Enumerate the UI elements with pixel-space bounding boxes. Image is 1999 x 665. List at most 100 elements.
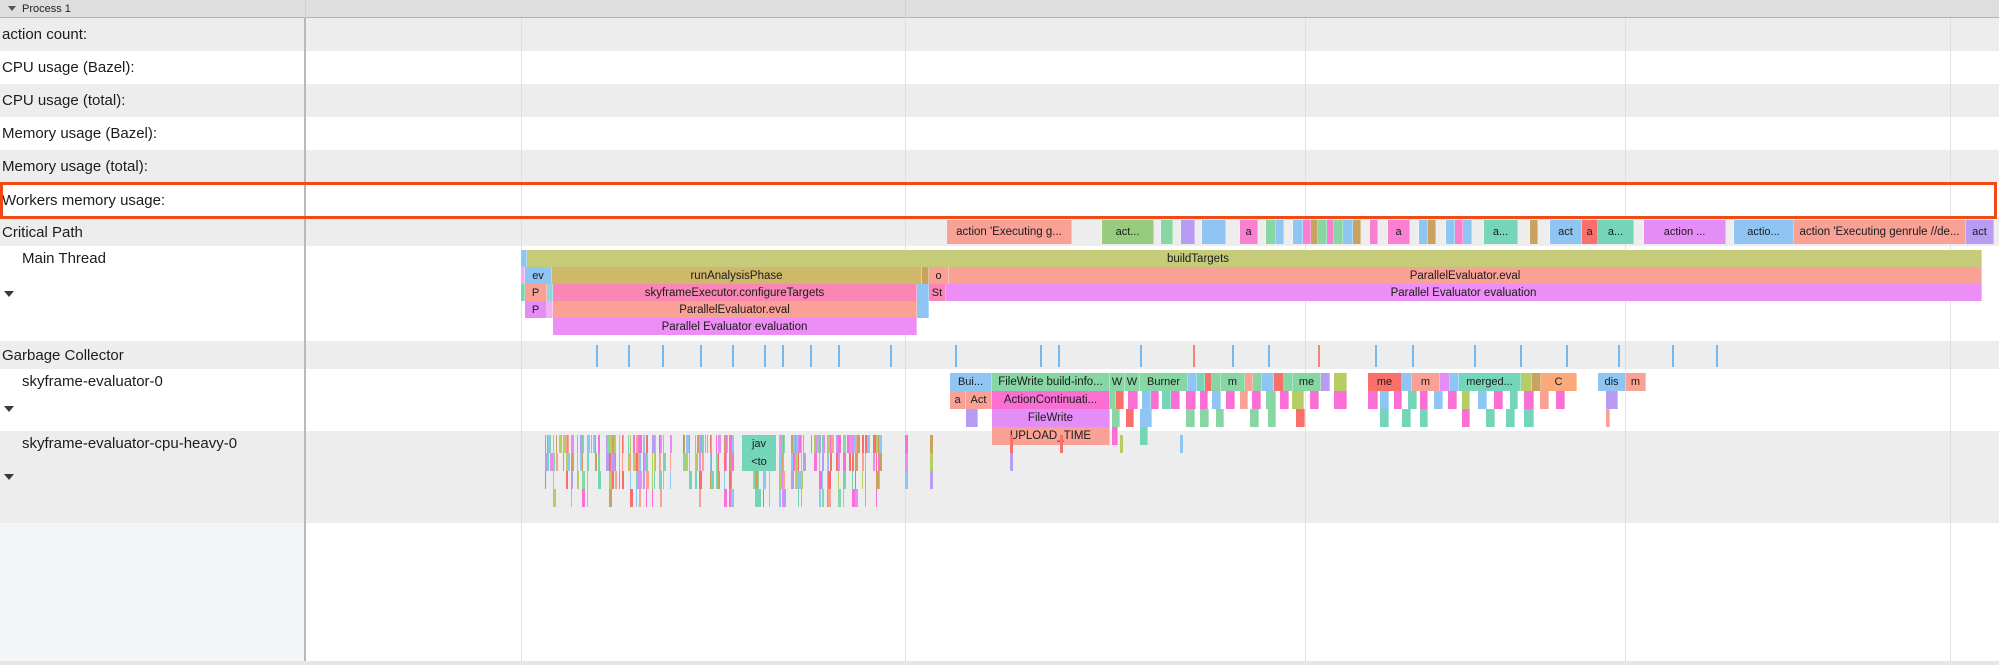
timeline-row-memory-usage-bazel[interactable]: Memory usage (Bazel):	[0, 117, 1999, 150]
flame-block[interactable]: dis	[1598, 373, 1626, 391]
gc-event-tick[interactable]	[838, 345, 840, 367]
flame-block-unlabeled[interactable]	[1258, 220, 1266, 244]
flame-block[interactable]: action 'Executing genrule //de...	[1794, 220, 1966, 244]
flame-block[interactable]: FileWrite	[992, 409, 1110, 427]
timeline-row-memory-usage-total[interactable]: Memory usage (total):	[0, 150, 1999, 183]
gc-event-tick[interactable]	[732, 345, 734, 367]
flame-block[interactable]: action ...	[1644, 220, 1726, 244]
flame-block-unlabeled[interactable]	[1252, 391, 1261, 409]
flame-block-unlabeled[interactable]	[1327, 220, 1334, 244]
gc-event-tick[interactable]	[596, 345, 598, 367]
flame-block-unlabeled[interactable]	[1197, 373, 1205, 391]
flame-block-unlabeled[interactable]	[1420, 391, 1428, 409]
gc-event-tick[interactable]	[1193, 345, 1195, 367]
flame-block-unlabeled[interactable]	[1538, 220, 1550, 244]
flame-block[interactable]: jav	[742, 435, 776, 453]
row-track-workers-memory-usage[interactable]	[305, 183, 1999, 218]
row-track-cpu-usage-bazel[interactable]	[305, 51, 1999, 84]
flame-block[interactable]: W	[1110, 373, 1125, 391]
flame-block[interactable]: buildTargets	[527, 250, 1982, 267]
timeline-row-skyframe-evaluator-cpu-heavy-0[interactable]: skyframe-evaluator-cpu-heavy-0	[0, 431, 1999, 523]
flame-block-unlabeled[interactable]	[1634, 220, 1644, 244]
flame-block-unlabeled[interactable]	[1556, 391, 1565, 409]
flame-block-unlabeled[interactable]	[1419, 220, 1428, 244]
flame-block-unlabeled[interactable]	[1378, 220, 1388, 244]
flame-block[interactable]: action 'Executing g...	[947, 220, 1072, 244]
flame-block-unlabeled[interactable]	[1284, 220, 1293, 244]
flame-block-unlabeled[interactable]	[1368, 391, 1378, 409]
flame-block-unlabeled[interactable]	[1394, 391, 1402, 409]
timeline-row-garbage-collector[interactable]: Garbage Collector	[0, 341, 1999, 369]
flame-block-unlabeled[interactable]	[966, 409, 978, 427]
flame-block[interactable]: a...	[1598, 220, 1634, 244]
flame-block[interactable]: a	[1388, 220, 1410, 244]
gc-event-tick[interactable]	[1318, 345, 1320, 367]
flame-block[interactable]: ParallelEvaluator.eval	[949, 267, 1982, 284]
row-track-skyframe-evaluator-cpu-heavy-0[interactable]	[305, 431, 1999, 523]
gc-event-tick[interactable]	[662, 345, 664, 367]
gc-event-tick[interactable]	[1618, 345, 1620, 367]
flame-block[interactable]: Bui...	[950, 373, 992, 391]
flame-block-unlabeled[interactable]	[1353, 220, 1361, 244]
flame-block-unlabeled[interactable]	[1370, 220, 1378, 244]
gc-event-tick[interactable]	[764, 345, 766, 367]
gc-event-tick[interactable]	[1058, 345, 1060, 367]
flame-block-unlabeled[interactable]	[1142, 391, 1151, 409]
chevron-down-icon[interactable]	[4, 474, 14, 480]
flame-block-unlabeled[interactable]	[1518, 220, 1530, 244]
flame-block-unlabeled[interactable]	[1532, 373, 1541, 391]
flame-block-unlabeled[interactable]	[1240, 391, 1248, 409]
flame-block-unlabeled[interactable]	[1128, 391, 1138, 409]
flame-block[interactable]: a	[1240, 220, 1258, 244]
gc-event-tick[interactable]	[1040, 345, 1042, 367]
flame-block-unlabeled[interactable]	[1311, 220, 1318, 244]
flame-block-unlabeled[interactable]	[1436, 220, 1446, 244]
row-track-cpu-usage-total[interactable]	[305, 84, 1999, 117]
gc-event-tick[interactable]	[1232, 345, 1234, 367]
flame-block-unlabeled[interactable]	[521, 267, 525, 284]
flame-block-unlabeled[interactable]	[1343, 220, 1353, 244]
flame-block-unlabeled[interactable]	[1530, 220, 1538, 244]
flame-block-unlabeled[interactable]	[1410, 220, 1419, 244]
gc-event-tick[interactable]	[1716, 345, 1718, 367]
flame-block-unlabeled[interactable]	[1292, 391, 1304, 409]
flame-block-unlabeled[interactable]	[1072, 220, 1102, 244]
flame-block-unlabeled[interactable]	[1195, 220, 1202, 244]
flame-block-unlabeled[interactable]	[1284, 373, 1293, 391]
flame-block-unlabeled[interactable]	[1486, 409, 1495, 427]
flame-block-unlabeled[interactable]	[1154, 220, 1161, 244]
flame-block-unlabeled[interactable]	[1253, 373, 1262, 391]
flame-block-unlabeled[interactable]	[1266, 391, 1276, 409]
timeline-row-cpu-usage-bazel[interactable]: CPU usage (Bazel):	[0, 51, 1999, 84]
flame-block[interactable]: ParallelEvaluator.eval	[553, 301, 917, 318]
flame-block[interactable]: UPLOAD_TIME	[992, 427, 1110, 445]
flame-block-unlabeled[interactable]	[1226, 220, 1240, 244]
flame-block[interactable]: act	[1966, 220, 1994, 244]
flame-block[interactable]: P	[525, 301, 547, 318]
flame-block-unlabeled[interactable]	[1506, 409, 1515, 427]
row-track-garbage-collector[interactable]	[305, 341, 1999, 369]
timeline-row-cpu-usage-total[interactable]: CPU usage (total):	[0, 84, 1999, 117]
flame-block-unlabeled[interactable]	[1448, 391, 1457, 409]
flame-block-unlabeled[interactable]	[1140, 427, 1148, 445]
flame-block-unlabeled[interactable]	[1334, 373, 1347, 391]
flame-block-unlabeled[interactable]	[1293, 220, 1303, 244]
flame-block-unlabeled[interactable]	[1455, 220, 1463, 244]
flame-block-unlabeled[interactable]	[1250, 409, 1259, 427]
flame-block-unlabeled[interactable]	[1226, 391, 1235, 409]
gc-event-tick[interactable]	[628, 345, 630, 367]
flame-block-unlabeled[interactable]	[1524, 409, 1534, 427]
flame-block-unlabeled[interactable]	[1161, 220, 1173, 244]
flame-block-unlabeled[interactable]	[1202, 220, 1226, 244]
timeline-row-action-count[interactable]: action count:	[0, 18, 1999, 51]
flame-block-unlabeled[interactable]	[1402, 409, 1411, 427]
flame-block-unlabeled[interactable]	[1462, 409, 1470, 427]
flame-block-unlabeled[interactable]	[1266, 220, 1276, 244]
flame-block-unlabeled[interactable]	[1380, 391, 1389, 409]
gc-event-tick[interactable]	[700, 345, 702, 367]
gc-event-tick[interactable]	[1140, 345, 1142, 367]
flame-block[interactable]: Parallel Evaluator evaluation	[553, 318, 917, 335]
gc-event-tick[interactable]	[955, 345, 957, 367]
flame-block-unlabeled[interactable]	[1212, 391, 1221, 409]
flame-block-unlabeled[interactable]	[547, 284, 553, 301]
